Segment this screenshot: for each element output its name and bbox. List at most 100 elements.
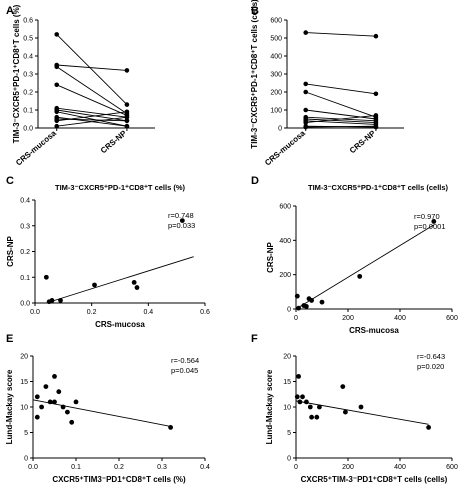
- y-axis-title: Lund-Mackay score: [265, 369, 274, 444]
- paired-line: [56, 64, 127, 71]
- x-tick-label: 400: [394, 315, 406, 322]
- data-point: [317, 404, 322, 410]
- x-tick-label: 0.4: [143, 309, 153, 316]
- y-tick-label: 15: [283, 379, 291, 386]
- y-tick-label: 0.3: [20, 223, 30, 230]
- data-point: [49, 298, 55, 303]
- regression-line: [295, 224, 435, 310]
- y-tick-label: 10: [20, 405, 28, 412]
- data-point: [309, 414, 314, 420]
- data-point: [34, 414, 40, 420]
- paired-line: [305, 91, 377, 118]
- data-point: [294, 293, 300, 299]
- x-category-label: CRS-NP: [348, 128, 378, 155]
- y-tick-label: 0: [24, 456, 28, 463]
- data-point: [54, 64, 60, 70]
- stat-label: p=0.0001: [414, 222, 446, 231]
- x-tick-label: 0: [294, 315, 298, 322]
- data-point: [39, 404, 44, 410]
- y-tick-label: 600: [279, 204, 291, 211]
- data-point: [73, 399, 79, 405]
- y-tick-label: 0: [287, 456, 291, 463]
- data-point: [319, 299, 325, 305]
- y-tick-label: 0.1: [23, 108, 33, 115]
- data-point: [300, 394, 305, 400]
- paired-line: [305, 125, 376, 128]
- data-point: [131, 280, 137, 285]
- paired-line: [56, 34, 128, 105]
- data-point: [58, 298, 63, 303]
- paired-line: [56, 84, 128, 116]
- data-point: [296, 305, 301, 311]
- stat-label: r=0.748: [168, 211, 194, 220]
- stat-label: p=0.045: [171, 366, 198, 375]
- x-category-label: CRS-NP: [99, 128, 129, 155]
- x-tick-label: 200: [342, 464, 354, 471]
- panel-letter-e: E: [6, 333, 13, 345]
- paired-line: [305, 32, 376, 37]
- y-tick-label: 100: [270, 108, 282, 115]
- data-point: [373, 123, 379, 129]
- panel-title: TIM-3⁻CXCR5⁺PD-1⁺CD8⁺T cells (%): [55, 183, 186, 192]
- data-point: [303, 124, 309, 130]
- y-tick-label: 20: [20, 354, 28, 361]
- y-tick-label: 0.5: [23, 36, 33, 43]
- data-point: [56, 389, 62, 395]
- data-point: [60, 404, 66, 410]
- x-category-label: CRS-mucosa: [263, 128, 307, 167]
- data-point: [124, 109, 130, 115]
- x-tick-label: 0.1: [71, 464, 81, 471]
- y-tick-label: 200: [279, 272, 291, 279]
- data-point: [303, 81, 309, 87]
- paired-line: [56, 111, 127, 122]
- paired-line: [56, 111, 128, 127]
- data-point: [304, 399, 309, 405]
- y-axis-title: Lund-Mackay score: [5, 369, 14, 444]
- x-tick-label: 0.0: [30, 309, 40, 316]
- data-point: [307, 404, 313, 410]
- data-point: [69, 419, 75, 425]
- paired-line: [305, 109, 376, 120]
- data-point: [357, 273, 363, 279]
- y-tick-label: 0.3: [23, 72, 33, 79]
- data-point: [168, 425, 174, 430]
- stat-label: p=0.020: [417, 362, 444, 371]
- x-axis-title: CRS-mucosa: [349, 326, 399, 335]
- panel-b: 0 100 200 300 400 500 600 TIM-3⁻CXCR5⁺PD-1⁺CD8⁺…: [250, 0, 404, 168]
- data-point: [303, 120, 309, 125]
- data-point: [314, 414, 320, 420]
- y-tick-label: 0.2: [20, 249, 30, 256]
- data-point: [43, 384, 49, 389]
- panel-d: 0 200 400 600 CRS-NP 0 200 400 600 CRS-mucosa TIM-…: [266, 183, 458, 335]
- stat-label: r=0.970: [414, 212, 440, 221]
- data-point: [134, 285, 140, 290]
- regression-line: [295, 400, 429, 425]
- panel-letter-d: D: [251, 175, 259, 187]
- paired-line: [305, 118, 376, 124]
- paired-line: [56, 116, 127, 127]
- data-point: [358, 404, 364, 410]
- data-point: [47, 399, 53, 405]
- data-point: [54, 118, 60, 124]
- y-tick-label: 400: [279, 238, 291, 245]
- y-tick-label: 0.4: [20, 198, 30, 205]
- x-tick-label: 0.0: [28, 464, 38, 471]
- data-point: [92, 282, 97, 288]
- data-point: [294, 394, 300, 400]
- panel-letter-b: B: [251, 5, 259, 17]
- regression-line: [32, 399, 171, 427]
- y-axis-title: CRS-NP: [6, 236, 15, 267]
- data-point: [297, 399, 303, 405]
- y-tick-label: 0.2: [23, 90, 33, 97]
- data-point: [301, 303, 307, 308]
- x-tick-label: 0.2: [87, 309, 97, 316]
- paired-line: [56, 66, 128, 114]
- panel-c: 0.0 0.1 0.2 0.3 0.4 CRS-NP 0.0 0.2 0.4 0.6 CRS-muc…: [6, 183, 210, 329]
- data-point: [43, 274, 49, 280]
- x-tick-label: 0.2: [114, 464, 124, 471]
- data-point: [179, 218, 185, 224]
- x-tick-label: 0.3: [157, 464, 167, 471]
- data-point: [124, 102, 130, 107]
- x-tick-label: 0.4: [200, 464, 210, 471]
